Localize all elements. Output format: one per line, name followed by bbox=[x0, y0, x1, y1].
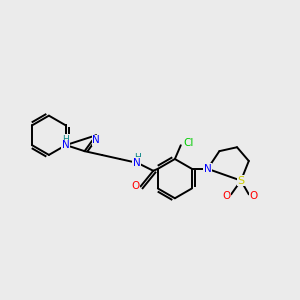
Text: H: H bbox=[62, 135, 69, 144]
Text: N: N bbox=[61, 140, 69, 150]
Text: H: H bbox=[134, 153, 141, 162]
Text: N: N bbox=[133, 158, 140, 168]
Text: O: O bbox=[222, 191, 230, 201]
Text: N: N bbox=[204, 164, 212, 174]
Text: O: O bbox=[250, 191, 258, 201]
Text: Cl: Cl bbox=[183, 138, 194, 148]
Text: N: N bbox=[92, 135, 100, 145]
Text: S: S bbox=[237, 176, 244, 186]
Text: O: O bbox=[131, 182, 140, 191]
